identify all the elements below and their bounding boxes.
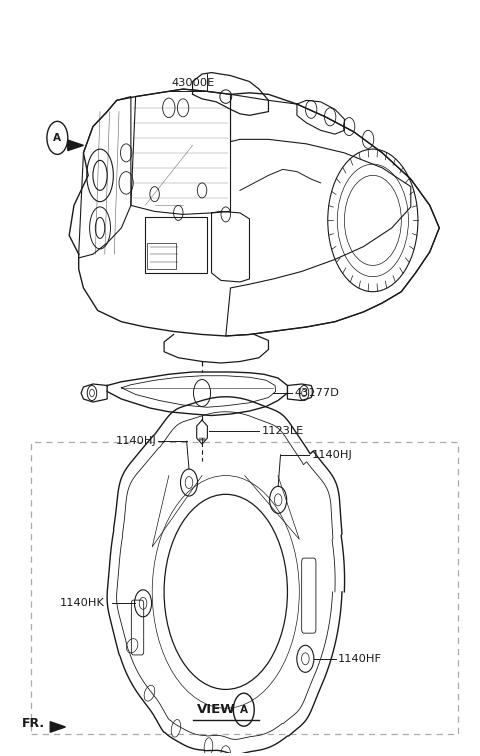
Bar	[31, 442, 458, 735]
Text: VIEW: VIEW	[197, 703, 236, 716]
Text: 1123LE: 1123LE	[261, 426, 303, 435]
Polygon shape	[68, 140, 84, 150]
Text: A: A	[53, 133, 61, 143]
Text: 43000E: 43000E	[171, 78, 215, 88]
Text: 1140HJ: 1140HJ	[116, 436, 156, 446]
Text: A: A	[240, 705, 248, 714]
Text: 43177D: 43177D	[295, 388, 339, 398]
Text: 1140HF: 1140HF	[337, 654, 382, 664]
Text: 1140HJ: 1140HJ	[312, 450, 352, 460]
Polygon shape	[50, 722, 65, 733]
Text: 1140HK: 1140HK	[60, 598, 105, 609]
Text: FR.: FR.	[22, 717, 45, 730]
